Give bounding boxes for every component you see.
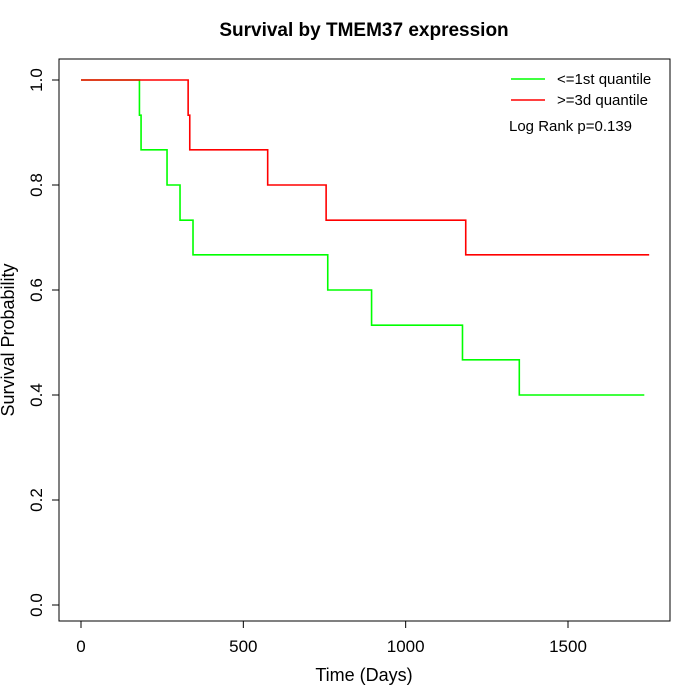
x-tick-label-0: 0 <box>76 637 85 656</box>
series-line-2 <box>81 79 650 256</box>
y-axis-label: Survival Probability <box>0 263 18 416</box>
x-tick-label-3: 1500 <box>549 637 587 656</box>
x-axis: 0 500 1000 1500 <box>76 620 587 656</box>
series-layer <box>81 79 650 396</box>
series-line-1 <box>81 79 645 396</box>
y-tick-label-1: 0.2 <box>27 488 46 512</box>
y-axis: 0.0 0.2 0.4 0.6 0.8 1.0 <box>27 68 60 617</box>
x-tick-label-1: 500 <box>229 637 257 656</box>
legend: <=1st quantile >=3d quantile <box>511 71 651 109</box>
y-tick-label-2: 0.4 <box>27 383 46 407</box>
y-tick-label-5: 1.0 <box>27 68 46 92</box>
y-tick-label-4: 0.8 <box>27 173 46 197</box>
log-rank-annotation: Log Rank p=0.139 <box>509 118 632 135</box>
chart-title: Survival by TMEM37 expression <box>219 20 508 41</box>
legend-label-series-1: <=1st quantile <box>557 71 651 88</box>
x-axis-label: Time (Days) <box>315 665 412 685</box>
y-tick-label-3: 0.6 <box>27 278 46 302</box>
x-tick-label-2: 1000 <box>387 637 425 656</box>
y-tick-label-0: 0.0 <box>27 593 46 617</box>
legend-label-series-2: >=3d quantile <box>557 92 648 109</box>
